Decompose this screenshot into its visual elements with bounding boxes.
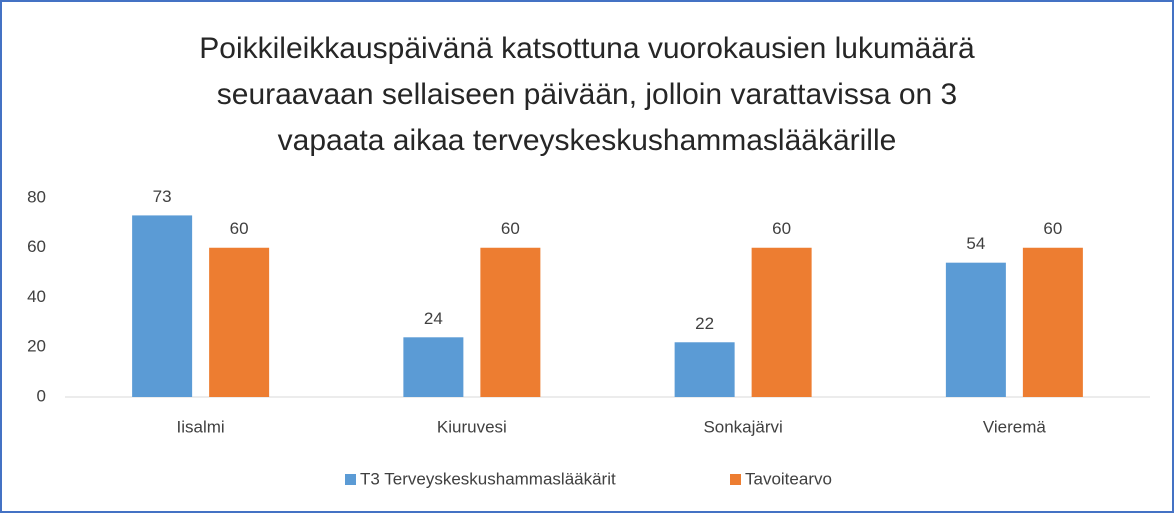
bar: [751, 247, 812, 397]
data-label: 73: [153, 187, 172, 206]
bar: [674, 342, 735, 397]
legend-swatch: [345, 474, 356, 485]
bar: [403, 337, 464, 397]
data-label: 60: [230, 219, 249, 238]
x-tick-label: Sonkajärvi: [703, 417, 782, 436]
x-tick-label: Vieremä: [983, 417, 1047, 436]
bar: [1022, 247, 1083, 397]
y-tick-label: 80: [27, 187, 46, 206]
data-label: 24: [424, 309, 443, 328]
legend-label: Tavoitearvo: [745, 469, 832, 488]
data-label: 60: [772, 219, 791, 238]
y-tick-label: 20: [27, 337, 46, 356]
chart-title: vapaata aikaa terveyskeskushammaslääkäri…: [278, 124, 897, 157]
chart-title: seuraavaan sellaiseen päivään, jolloin v…: [217, 78, 957, 111]
bar: [480, 247, 541, 397]
x-tick-label: Kiuruvesi: [437, 417, 507, 436]
y-tick-label: 0: [37, 386, 46, 405]
legend-swatch: [730, 474, 741, 485]
bar: [945, 262, 1006, 397]
bar: [209, 247, 270, 397]
legend-label: T3 Terveyskeskushammaslääkärit: [360, 469, 616, 488]
y-tick-label: 60: [27, 237, 46, 256]
y-tick-label: 40: [27, 287, 46, 306]
data-label: 54: [966, 234, 985, 253]
bar: [132, 215, 193, 397]
chart-title: Poikkileikkauspäivänä katsottuna vuoroka…: [199, 32, 975, 65]
data-label: 60: [1043, 219, 1062, 238]
data-label: 22: [695, 314, 714, 333]
x-tick-label: Iisalmi: [177, 417, 225, 436]
data-label: 60: [501, 219, 520, 238]
